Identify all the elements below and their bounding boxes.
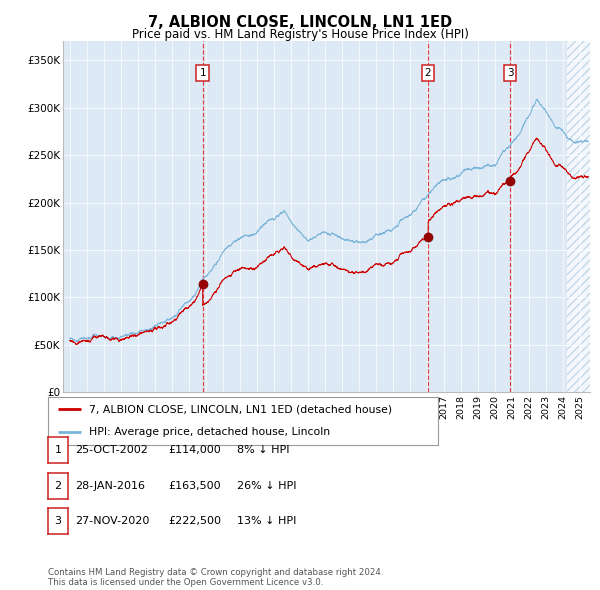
Text: 13% ↓ HPI: 13% ↓ HPI: [237, 516, 296, 526]
Text: 2: 2: [55, 481, 61, 490]
Text: £163,500: £163,500: [168, 481, 221, 490]
Text: 26% ↓ HPI: 26% ↓ HPI: [237, 481, 296, 490]
Text: 1: 1: [199, 68, 206, 78]
Text: 3: 3: [55, 516, 61, 526]
Text: 1: 1: [55, 445, 61, 455]
Text: 7, ALBION CLOSE, LINCOLN, LN1 1ED: 7, ALBION CLOSE, LINCOLN, LN1 1ED: [148, 15, 452, 30]
Text: HPI: Average price, detached house, Lincoln: HPI: Average price, detached house, Linc…: [89, 427, 330, 437]
Text: 28-JAN-2016: 28-JAN-2016: [75, 481, 145, 490]
Text: Contains HM Land Registry data © Crown copyright and database right 2024.
This d: Contains HM Land Registry data © Crown c…: [48, 568, 383, 587]
Text: 27-NOV-2020: 27-NOV-2020: [75, 516, 149, 526]
Text: £222,500: £222,500: [168, 516, 221, 526]
Text: 25-OCT-2002: 25-OCT-2002: [75, 445, 148, 455]
Text: Price paid vs. HM Land Registry's House Price Index (HPI): Price paid vs. HM Land Registry's House …: [131, 28, 469, 41]
Text: 3: 3: [507, 68, 514, 78]
Text: 8% ↓ HPI: 8% ↓ HPI: [237, 445, 290, 455]
Text: 2: 2: [425, 68, 431, 78]
Bar: [63, 41, 567, 392]
Text: £114,000: £114,000: [168, 445, 221, 455]
Text: 7, ALBION CLOSE, LINCOLN, LN1 1ED (detached house): 7, ALBION CLOSE, LINCOLN, LN1 1ED (detac…: [89, 404, 392, 414]
Bar: [567, 41, 598, 392]
